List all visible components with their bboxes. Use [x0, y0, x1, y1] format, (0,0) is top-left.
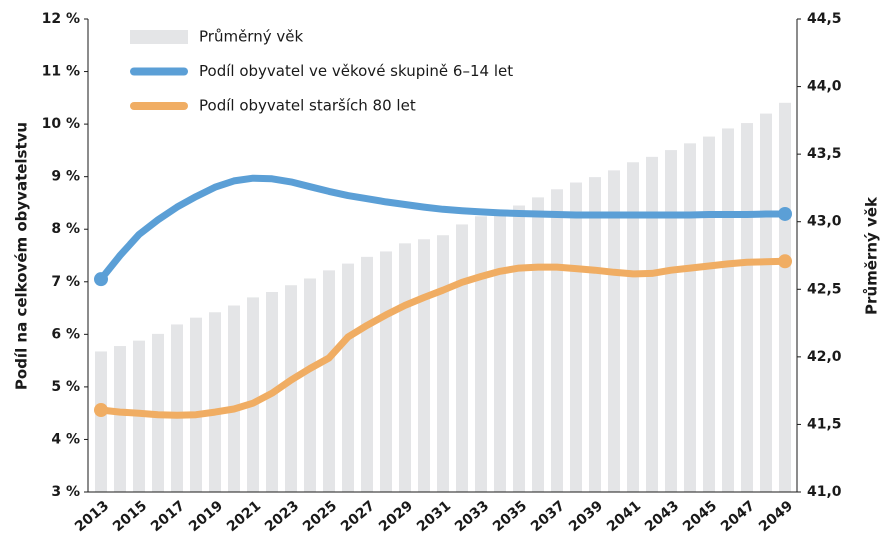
bar — [456, 224, 468, 492]
end-marker — [94, 403, 108, 418]
end-marker — [778, 254, 792, 269]
x-tick-label: 2037 — [528, 498, 568, 535]
end-marker — [778, 206, 792, 221]
legend-label: Průměrný věk — [199, 28, 303, 46]
y2-tick-label: 41,5 — [807, 416, 842, 432]
legend-swatch — [130, 30, 188, 44]
x-tick-label: 2015 — [110, 498, 150, 535]
y-tick-label: 11 % — [42, 64, 80, 80]
y-tick-label: 5 % — [51, 379, 80, 395]
y-tick-label: 4 % — [51, 431, 80, 447]
bar — [779, 102, 791, 492]
bar — [551, 189, 563, 492]
line — [97, 257, 789, 419]
bar — [418, 239, 430, 492]
y2-tick-label: 43,5 — [807, 146, 842, 162]
x-tick-label: 2031 — [414, 498, 454, 535]
bar — [209, 312, 221, 492]
bar — [646, 156, 658, 493]
bar — [684, 143, 696, 492]
bar — [171, 324, 183, 492]
y2-tick-label: 41,0 — [807, 484, 842, 500]
bar — [760, 113, 772, 492]
bar — [323, 270, 335, 492]
end-marker — [94, 272, 108, 287]
x-tick-label: 2041 — [604, 498, 644, 535]
bar — [513, 205, 525, 493]
bar — [285, 285, 297, 492]
y2-tick-label: 44,0 — [807, 79, 842, 95]
y-tick-label: 12 % — [42, 11, 80, 27]
bar — [380, 251, 392, 492]
bar — [665, 150, 677, 493]
x-tick-label: 2039 — [566, 498, 606, 535]
legend-label: Podíl obyvatel ve věkové skupině 6–14 le… — [199, 62, 513, 80]
bar — [228, 305, 240, 492]
bar — [608, 170, 620, 493]
y-tick-label: 9 % — [51, 169, 80, 185]
bar — [570, 182, 582, 492]
bar — [741, 123, 753, 492]
x-tick-label: 2035 — [490, 498, 530, 535]
bar — [494, 212, 506, 493]
y-tick-label: 7 % — [51, 274, 80, 290]
x-tick-label: 2019 — [186, 498, 226, 535]
y2-tick-label: 43,0 — [807, 214, 842, 230]
x-tick-label: 2029 — [376, 498, 416, 535]
bar — [722, 128, 734, 493]
y-tick-label: 8 % — [51, 221, 80, 237]
bar — [304, 278, 316, 492]
y-tick-label: 10 % — [42, 116, 80, 132]
bar — [532, 197, 544, 493]
bar — [114, 346, 126, 492]
bar — [703, 136, 715, 492]
y-axis-label: Podíl na celkovém obyvatelstvu — [13, 122, 31, 390]
bar — [437, 235, 449, 492]
bar — [95, 351, 107, 492]
line — [97, 174, 789, 283]
y2-tick-label: 42,0 — [807, 349, 842, 365]
y-tick-label: 3 % — [51, 484, 80, 500]
y-tick-label: 6 % — [51, 326, 80, 342]
x-tick-label: 2021 — [224, 498, 264, 535]
bar — [399, 243, 411, 492]
x-tick-label: 2049 — [756, 498, 796, 535]
x-tick-label: 2045 — [680, 498, 720, 535]
y2-axis-label: Průměrný věk — [863, 196, 881, 315]
y2-tick-label: 44,5 — [807, 11, 842, 27]
x-tick-label: 2027 — [338, 498, 378, 535]
x-tick-label: 2043 — [642, 498, 682, 535]
x-tick-label: 2033 — [452, 498, 492, 535]
legend-label: Podíl obyvatel starších 80 let — [199, 97, 416, 115]
bar — [342, 263, 354, 492]
bar — [247, 297, 259, 492]
x-tick-label: 2025 — [300, 498, 340, 535]
bar — [475, 216, 487, 492]
y2-tick-label: 42,5 — [807, 281, 842, 297]
bar — [627, 162, 639, 492]
bar — [190, 317, 202, 492]
x-tick-label: 2013 — [72, 498, 112, 535]
x-tick-label: 2023 — [262, 498, 302, 535]
x-tick-label: 2047 — [718, 498, 758, 535]
bar — [361, 256, 373, 492]
x-tick-label: 2017 — [148, 498, 188, 535]
bar — [589, 177, 601, 493]
